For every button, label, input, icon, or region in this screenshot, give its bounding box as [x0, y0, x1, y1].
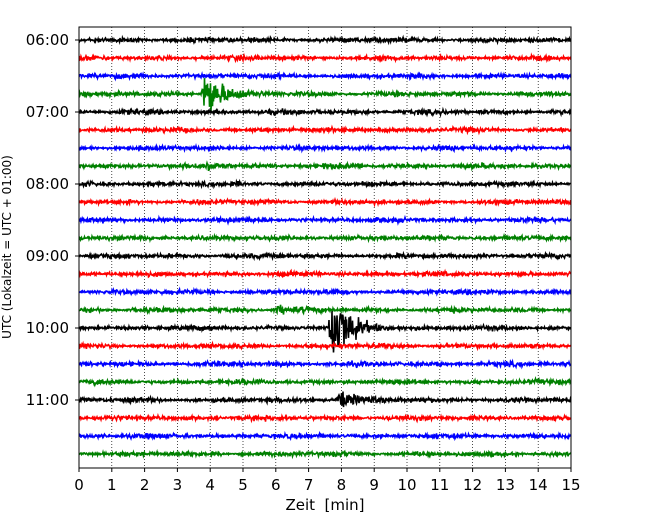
x-tick-label-10: 10: [397, 476, 416, 494]
y-tick-label-09:00: 09:00: [26, 247, 69, 265]
trace-13: [79, 268, 571, 279]
x-tick-label-11: 11: [430, 476, 449, 494]
x-tick-label-3: 3: [173, 476, 183, 494]
x-tick-label-6: 6: [271, 476, 281, 494]
y-tick-label-06:00: 06:00: [26, 31, 69, 49]
y-tick-label-07:00: 07:00: [26, 103, 69, 121]
x-tick-label-1: 1: [107, 476, 117, 494]
trace-14: [79, 286, 571, 297]
x-tick-label-4: 4: [205, 476, 215, 494]
x-tick-label-13: 13: [496, 476, 515, 494]
trace-20: [79, 391, 571, 408]
trace-1: [79, 52, 571, 64]
trace-15: [79, 304, 571, 316]
trace-0: [79, 34, 571, 46]
trace-23: [79, 448, 571, 460]
trace-3: [79, 78, 571, 111]
trace-lines: [79, 34, 571, 460]
trace-16: [79, 311, 571, 353]
trace-4: [79, 106, 571, 118]
x-tick-label-5: 5: [238, 476, 248, 494]
x-tick-label-14: 14: [529, 476, 548, 494]
x-axis-label: Zeit [min]: [285, 496, 364, 514]
x-tick-label-8: 8: [337, 476, 347, 494]
trace-12: [79, 250, 571, 262]
x-tick-label-12: 12: [463, 476, 482, 494]
y-tick-label-08:00: 08:00: [26, 175, 69, 193]
x-tick-label-7: 7: [304, 476, 314, 494]
trace-11: [79, 232, 571, 244]
trace-22: [79, 430, 571, 442]
trace-6: [79, 142, 571, 154]
y-tick-label-11:00: 11:00: [26, 391, 69, 409]
trace-18: [79, 358, 571, 370]
trace-17: [79, 340, 571, 352]
x-axis-ticks: 0 1 2 3 4 5 6 7 8 9 10 11 12 13 14 15: [74, 468, 581, 494]
x-tick-label-2: 2: [140, 476, 150, 494]
trace-10: [79, 214, 571, 226]
x-tick-label-9: 9: [369, 476, 379, 494]
trace-8: [79, 178, 571, 190]
x-tick-label-15: 15: [561, 476, 580, 494]
y-axis-label: UTC (Lokalzeit = UTC + 01:00): [0, 155, 14, 339]
y-tick-label-10:00: 10:00: [26, 319, 69, 337]
plot-frame: [78, 26, 572, 469]
trace-21: [79, 412, 571, 424]
trace-5: [79, 124, 571, 136]
y-axis-ticks: 06:00 07:00 08:00 09:00 10:00 11:00: [26, 31, 79, 409]
trace-9: [79, 196, 571, 208]
x-tick-label-0: 0: [74, 476, 84, 494]
trace-7: [79, 160, 571, 172]
trace-2: [79, 70, 571, 82]
trace-19: [79, 376, 571, 388]
